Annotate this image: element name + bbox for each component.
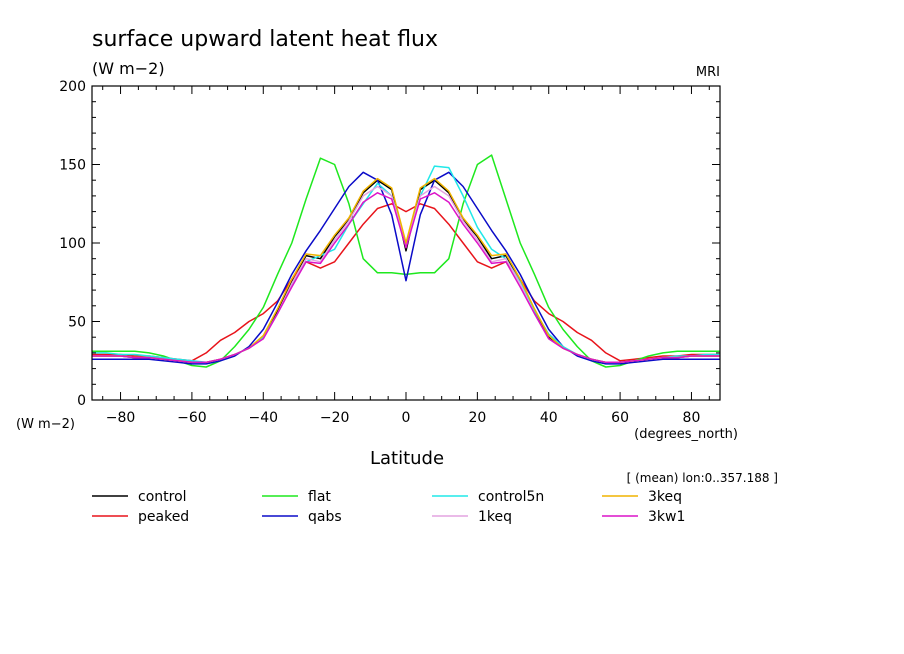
x-tick-label: −40 (248, 410, 278, 426)
x-tick-label: 60 (611, 410, 629, 426)
y-axis-label: (W m−2) (16, 417, 75, 432)
x-tick-label: 80 (683, 410, 701, 426)
x-tick-label: −60 (177, 410, 207, 426)
chart-title: surface upward latent heat flux (92, 27, 438, 52)
units-label: (W m−2) (92, 59, 165, 78)
x-units-label: (degrees_north) (634, 427, 738, 442)
y-tick-label: 100 (59, 236, 86, 252)
series-line-flat (92, 154, 720, 368)
x-tick-label: 40 (540, 410, 558, 426)
legend-label-qabs: qabs (308, 509, 342, 525)
legend-label-1keq: 1keq (478, 509, 512, 525)
legend-label-control: control (138, 489, 187, 505)
x-tick-label: 20 (468, 410, 486, 426)
x-tick-label: 0 (402, 410, 411, 426)
series-line-control (92, 179, 720, 364)
legend-label-flat: flat (308, 489, 331, 505)
y-tick-label: 150 (59, 158, 86, 174)
legend-label-peaked: peaked (138, 509, 189, 525)
series-line-3keq (92, 177, 720, 364)
x-tick-label: −80 (106, 410, 136, 426)
legend-label-3kw1: 3kw1 (648, 509, 685, 525)
x-tick-label: −20 (320, 410, 350, 426)
legend: control peaked flat qabs control5n 1keq 3keq 3k… (92, 489, 685, 525)
model-label: MRI (696, 65, 720, 80)
legend-label-control5n: control5n (478, 489, 544, 505)
series-layer (92, 154, 720, 368)
ticks-layer: −80 −60 −40 −20 0 20 40 60 80 0 50 100 150 200 (59, 79, 720, 426)
plot-frame (91, 85, 721, 401)
x-axis-label: Latitude (370, 448, 444, 469)
y-tick-label: 0 (77, 393, 86, 409)
series-line-3kw1 (92, 192, 720, 364)
series-line-qabs (92, 171, 720, 365)
y-tick-label: 50 (68, 315, 86, 331)
series-line-peaked (92, 203, 720, 362)
y-tick-label: 200 (59, 79, 86, 95)
legend-label-3keq: 3keq (648, 489, 682, 505)
series-line-control5n (92, 165, 720, 364)
subset-note: [ (mean) lon:0..357.188 ] (627, 471, 778, 485)
